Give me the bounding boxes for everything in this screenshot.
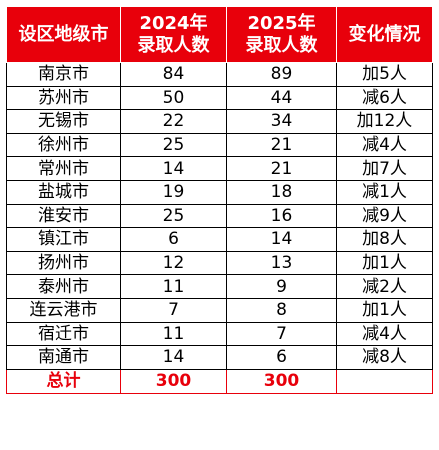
cell-change: 减2人 — [336, 274, 433, 299]
header-row: 设区地级市 2024年 录取人数 2025年 录取人数 变化情况 — [6, 6, 433, 63]
table-row: 南通市 14 6 减8人 — [6, 345, 433, 370]
cell-city: 宿迁市 — [6, 321, 121, 347]
table-row: 常州市 14 21 加7人 — [6, 156, 433, 181]
header-2024-year: 2024年 — [139, 12, 208, 34]
total-2025: 300 — [226, 368, 337, 394]
cell-2025: 16 — [226, 203, 337, 229]
cell-change: 减4人 — [336, 321, 433, 347]
table-row: 镇江市 6 14 加8人 — [6, 227, 433, 252]
cell-2024: 19 — [120, 179, 227, 205]
cell-change: 减8人 — [336, 345, 433, 370]
cell-2025: 89 — [226, 62, 337, 87]
cell-2024: 11 — [120, 274, 227, 299]
header-2024: 2024年 录取人数 — [120, 6, 227, 63]
total-change — [336, 368, 433, 394]
total-row: 总计 300 300 — [6, 368, 433, 394]
cell-2025: 9 — [226, 274, 337, 299]
cell-city: 徐州市 — [6, 132, 121, 158]
cell-city: 泰州市 — [6, 274, 121, 299]
header-change-label: 变化情况 — [348, 23, 421, 45]
cell-city: 苏州市 — [6, 85, 121, 111]
cell-city: 南通市 — [6, 345, 121, 370]
cell-change: 加12人 — [336, 109, 433, 134]
cell-2024: 14 — [120, 345, 227, 370]
cell-2025: 34 — [226, 109, 337, 134]
table-row: 连云港市 7 8 加1人 — [6, 297, 433, 323]
cell-2024: 7 — [120, 297, 227, 323]
cell-2025: 8 — [226, 297, 337, 323]
cell-change: 加8人 — [336, 227, 433, 252]
table-row: 无锡市 22 34 加12人 — [6, 109, 433, 134]
enrollment-table: 设区地级市 2024年 录取人数 2025年 录取人数 变化情况 南京市 84 89… — [6, 6, 433, 394]
cell-2024: 25 — [120, 203, 227, 229]
cell-2024: 50 — [120, 85, 227, 111]
header-2024-label: 录取人数 — [137, 34, 210, 56]
total-label: 总计 — [6, 368, 121, 394]
cell-change: 加5人 — [336, 62, 433, 87]
table-body: 南京市 84 89 加5人 苏州市 50 44 减6人 无锡市 22 34 加12人 徐州市 25 21 减4… — [6, 62, 433, 370]
cell-city: 连云港市 — [6, 297, 121, 323]
table-row: 南京市 84 89 加5人 — [6, 62, 433, 87]
header-2025: 2025年 录取人数 — [226, 6, 337, 63]
cell-2024: 25 — [120, 132, 227, 158]
cell-city: 无锡市 — [6, 109, 121, 134]
cell-city: 常州市 — [6, 156, 121, 181]
header-city: 设区地级市 — [6, 6, 121, 63]
cell-change: 减1人 — [336, 179, 433, 205]
header-2025-label: 录取人数 — [245, 34, 318, 56]
cell-2024: 6 — [120, 227, 227, 252]
cell-change: 加1人 — [336, 250, 433, 276]
cell-change: 加1人 — [336, 297, 433, 323]
cell-2025: 7 — [226, 321, 337, 347]
table-row: 盐城市 19 18 减1人 — [6, 179, 433, 205]
table-row: 宿迁市 11 7 减4人 — [6, 321, 433, 347]
cell-2025: 6 — [226, 345, 337, 370]
table-footer: 总计 300 300 — [6, 368, 433, 394]
cell-city: 扬州市 — [6, 250, 121, 276]
cell-2025: 13 — [226, 250, 337, 276]
table-row: 泰州市 11 9 减2人 — [6, 274, 433, 299]
cell-2024: 12 — [120, 250, 227, 276]
cell-change: 减6人 — [336, 85, 433, 111]
table-row: 扬州市 12 13 加1人 — [6, 250, 433, 276]
cell-change: 加7人 — [336, 156, 433, 181]
cell-2024: 84 — [120, 62, 227, 87]
table-row: 淮安市 25 16 减9人 — [6, 203, 433, 229]
header-change: 变化情况 — [336, 6, 433, 63]
cell-2025: 21 — [226, 132, 337, 158]
cell-change: 减4人 — [336, 132, 433, 158]
cell-2025: 21 — [226, 156, 337, 181]
cell-change: 减9人 — [336, 203, 433, 229]
cell-city: 盐城市 — [6, 179, 121, 205]
table-row: 徐州市 25 21 减4人 — [6, 132, 433, 158]
header-2025-year: 2025年 — [247, 12, 316, 34]
cell-city: 淮安市 — [6, 203, 121, 229]
total-2024: 300 — [120, 368, 227, 394]
cell-2024: 14 — [120, 156, 227, 181]
cell-2024: 11 — [120, 321, 227, 347]
table-header: 设区地级市 2024年 录取人数 2025年 录取人数 变化情况 — [6, 6, 433, 63]
cell-2025: 44 — [226, 85, 337, 111]
cell-2024: 22 — [120, 109, 227, 134]
cell-2025: 14 — [226, 227, 337, 252]
cell-city: 镇江市 — [6, 227, 121, 252]
cell-city: 南京市 — [6, 62, 121, 87]
cell-2025: 18 — [226, 179, 337, 205]
table-row: 苏州市 50 44 减6人 — [6, 85, 433, 111]
header-city-label: 设区地级市 — [18, 23, 109, 45]
